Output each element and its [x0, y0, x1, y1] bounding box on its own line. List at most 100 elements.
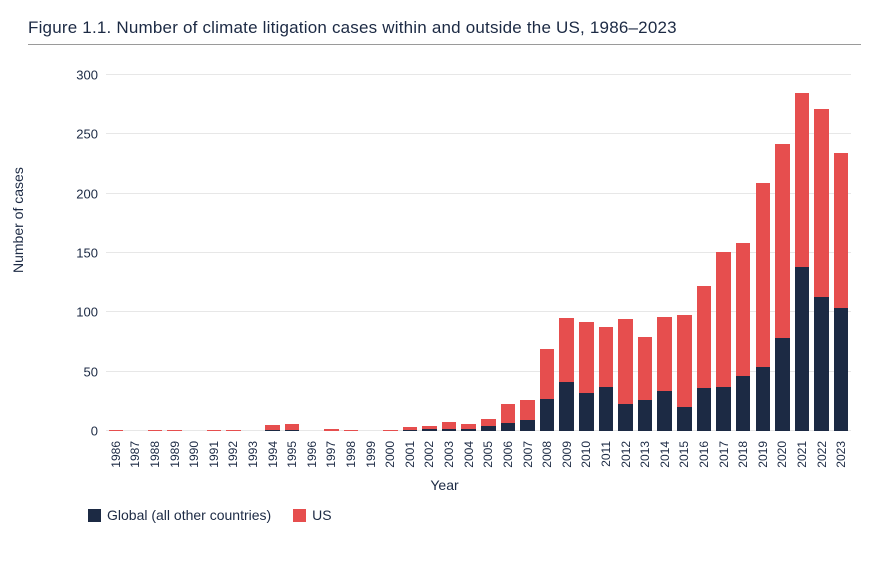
bar-segment-us	[520, 400, 535, 420]
bar-stack	[109, 63, 124, 431]
bar-slot: 2000	[383, 63, 398, 431]
bar-segment-us	[697, 286, 712, 388]
bar-segment-global	[775, 338, 790, 431]
bar-slot: 2006	[501, 63, 516, 431]
y-tick-label: 50	[84, 364, 106, 379]
x-tick-label: 2016	[697, 437, 711, 468]
bar-stack	[481, 63, 496, 431]
x-tick-label: 2009	[560, 437, 574, 468]
bar-slot: 1999	[363, 63, 378, 431]
bar-segment-global	[520, 420, 535, 431]
x-tick-label: 2004	[462, 437, 476, 468]
x-tick-label: 2022	[815, 437, 829, 468]
x-tick-label: 1993	[246, 437, 260, 468]
bar-slot: 2007	[520, 63, 535, 431]
bar-stack	[187, 63, 202, 431]
bar-segment-global	[756, 367, 771, 431]
bar-segment-global	[677, 407, 692, 431]
legend-swatch-us	[293, 509, 306, 522]
bar-slot: 2013	[638, 63, 653, 431]
bar-segment-us	[638, 337, 653, 400]
bar-segment-global	[265, 430, 280, 431]
bar-segment-us	[559, 318, 574, 382]
bar-segment-us	[540, 349, 555, 399]
bar-slot: 2018	[736, 63, 751, 431]
bar-segment-us	[285, 424, 300, 430]
bar-segment-global	[795, 267, 810, 431]
bar-stack	[265, 63, 280, 431]
bar-stack	[834, 63, 849, 431]
x-tick-label: 1995	[285, 437, 299, 468]
x-tick-label: 1986	[109, 437, 123, 468]
bar-segment-us	[716, 252, 731, 387]
x-tick-label: 1998	[344, 437, 358, 468]
x-tick-label: 2006	[501, 437, 515, 468]
bar-slot: 2002	[422, 63, 437, 431]
x-tick-label: 2014	[658, 437, 672, 468]
x-axis-label: Year	[430, 477, 458, 493]
bar-stack	[246, 63, 261, 431]
bar-stack	[305, 63, 320, 431]
bar-stack	[559, 63, 574, 431]
bar-segment-us	[618, 319, 633, 403]
x-tick-label: 2003	[442, 437, 456, 468]
legend-item-us: US	[293, 507, 331, 523]
bar-slot: 1994	[265, 63, 280, 431]
bar-stack	[128, 63, 143, 431]
bar-segment-us	[226, 430, 241, 431]
y-tick-label: 100	[76, 305, 106, 320]
y-axis-label: Number of cases	[10, 167, 26, 273]
bar-segment-global	[461, 429, 476, 431]
y-tick-label: 250	[76, 127, 106, 142]
bar-segment-global	[285, 430, 300, 431]
bar-segment-us	[207, 430, 222, 431]
bar-segment-global	[736, 376, 751, 431]
bar-slot: 2010	[579, 63, 594, 431]
bar-stack	[442, 63, 457, 431]
y-tick-label: 200	[76, 186, 106, 201]
figure-title: Figure 1.1. Number of climate litigation…	[28, 18, 861, 45]
x-tick-label: 2019	[756, 437, 770, 468]
bar-segment-us	[834, 153, 849, 307]
x-tick-label: 1994	[266, 437, 280, 468]
bar-segment-global	[599, 387, 614, 431]
x-tick-label: 1989	[168, 437, 182, 468]
bar-stack	[403, 63, 418, 431]
bar-slot: 2011	[599, 63, 614, 431]
bar-slot: 2001	[403, 63, 418, 431]
bar-stack	[167, 63, 182, 431]
plot-region: 0501001502002503001986198719881989199019…	[106, 63, 851, 431]
bar-slot: 1988	[148, 63, 163, 431]
bar-segment-us	[501, 404, 516, 423]
bar-stack	[697, 63, 712, 431]
x-tick-label: 2001	[403, 437, 417, 468]
x-tick-label: 2008	[540, 437, 554, 468]
bar-stack	[657, 63, 672, 431]
bar-segment-us	[403, 427, 418, 429]
x-tick-label: 2007	[521, 437, 535, 468]
bar-slot: 2022	[814, 63, 829, 431]
bar-stack	[461, 63, 476, 431]
x-tick-label: 2023	[834, 437, 848, 468]
x-tick-label: 2011	[599, 437, 613, 467]
bar-slot: 1986	[109, 63, 124, 431]
bar-segment-us	[344, 430, 359, 431]
bar-slot: 1998	[344, 63, 359, 431]
bar-slot: 2005	[481, 63, 496, 431]
x-tick-label: 2015	[677, 437, 691, 468]
legend-label-us: US	[312, 507, 331, 523]
legend-swatch-global	[88, 509, 101, 522]
bar-segment-us	[442, 422, 457, 429]
y-tick-label: 150	[76, 245, 106, 260]
x-tick-label: 1999	[364, 437, 378, 468]
bar-segment-global	[697, 388, 712, 431]
x-tick-label: 2021	[795, 437, 809, 468]
bar-slot: 2009	[559, 63, 574, 431]
bar-segment-us	[167, 430, 182, 431]
bar-stack	[638, 63, 653, 431]
x-tick-label: 2020	[775, 437, 789, 468]
bar-stack	[775, 63, 790, 431]
legend: Global (all other countries) US	[28, 507, 861, 525]
x-tick-label: 1996	[305, 437, 319, 468]
bar-stack	[520, 63, 535, 431]
